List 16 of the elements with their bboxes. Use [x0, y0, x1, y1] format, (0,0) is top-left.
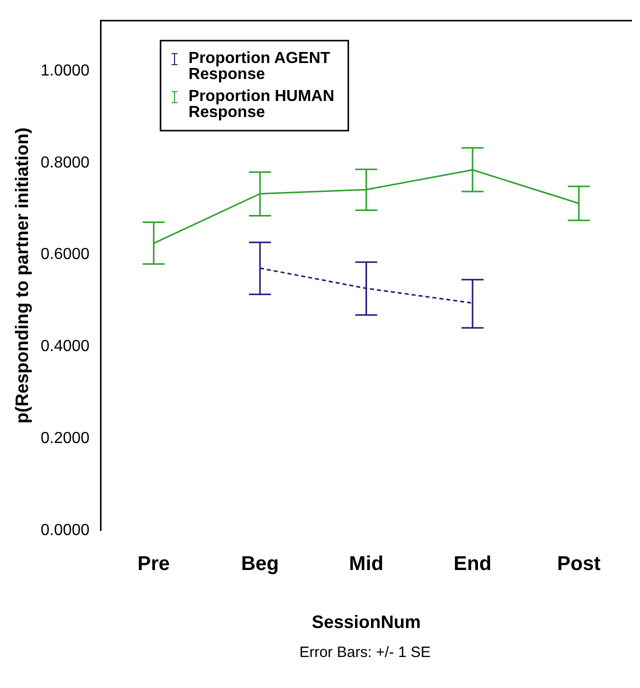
y-tick-label: 0.2000 [40, 430, 90, 447]
x-axis-title: SessionNum [312, 612, 421, 632]
legend-label: Proportion AGENT Response [188, 50, 330, 84]
y-tick-label: 0.8000 [40, 154, 90, 172]
x-tick-label: Beg [241, 552, 279, 575]
x-tick-label: Pre [138, 552, 170, 575]
y-tick-label: 0.6000 [40, 246, 90, 264]
y-tick-label: 1.0000 [40, 62, 90, 80]
y-tick-label: 0.0000 [40, 522, 90, 539]
text: Error Bars: +/- 1 SE [298, 644, 432, 661]
y-tick-label: 0.4000 [40, 338, 90, 356]
x-tick-label: Post [557, 552, 601, 575]
legend-label: Proportion HUMAN Response [188, 88, 334, 122]
x-tick-label: End [454, 552, 492, 575]
x-tick-label: Mid [349, 552, 384, 575]
y-axis-title: p(Responding to partner initiation) [12, 128, 32, 424]
